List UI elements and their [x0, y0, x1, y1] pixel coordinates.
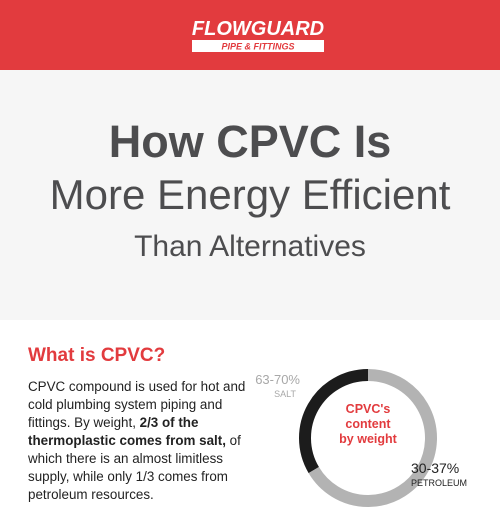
- flowguard-logo[interactable]: FLOWGUARD PIPE & FITTINGS: [190, 14, 326, 54]
- donut-chart: [299, 369, 437, 507]
- petroleum-percent-label: 30-37%: [411, 460, 460, 476]
- salt-percent-label: 63-70%: [255, 372, 300, 387]
- body-text-part-2: of which there is an almost limitless su…: [28, 433, 241, 502]
- hero-title-line-2: More Energy Efficient: [49, 171, 451, 218]
- header-bar: FLOWGUARD PIPE & FITTINGS: [0, 0, 500, 70]
- donut-center-line-3: by weight: [339, 432, 397, 446]
- donut-slice-salt: [308, 369, 437, 507]
- donut-slice-petroleum: [299, 369, 369, 474]
- body-text-bold: 2/3 of the thermoplastic comes from salt…: [28, 415, 226, 448]
- logo-tagline-band: [192, 40, 324, 52]
- petroleum-name-label: PETROLEUM: [411, 478, 468, 488]
- hero-chevron: [0, 270, 500, 314]
- donut-center-line-1: CPVC's: [345, 402, 391, 416]
- donut-center-line-2: content: [345, 417, 391, 431]
- donut-center-label: CPVC's content by weight: [328, 402, 408, 447]
- salt-name-label: SALT: [274, 389, 296, 399]
- donut-slices: [299, 369, 437, 507]
- body-text-part-1: CPVC compound is used for hot and cold p…: [28, 379, 246, 430]
- hero-title-line-3: Than Alternatives: [134, 230, 366, 263]
- logo-tagline: PIPE & FITTINGS: [221, 42, 294, 52]
- section-heading: What is CPVC?: [28, 345, 166, 366]
- logo-name: FLOWGUARD: [192, 18, 324, 40]
- hero-title-line-1: How CPVC Is: [108, 116, 392, 167]
- section-body: CPVC compound is used for hot and cold p…: [28, 378, 268, 504]
